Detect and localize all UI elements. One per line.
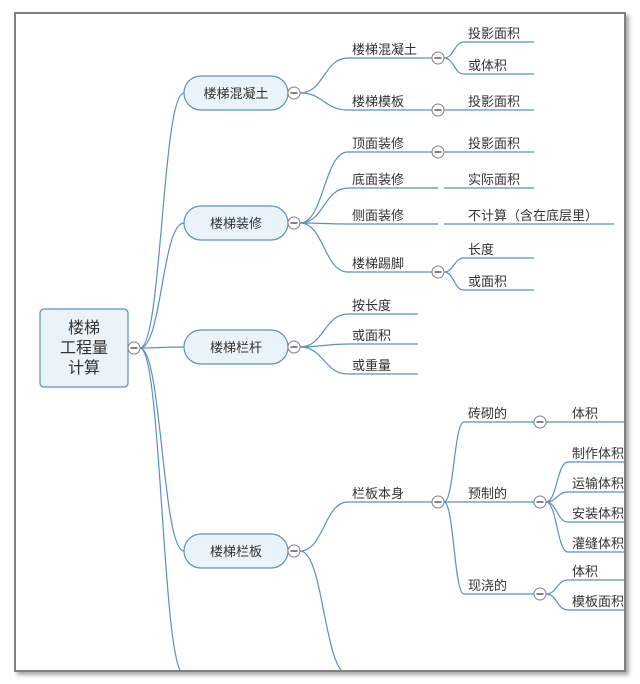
node-n4a2-label: 预制的: [468, 486, 507, 501]
conn-n4a-n4a1: [444, 422, 464, 502]
node-n4a3-label: 现浇的: [468, 578, 507, 593]
toggle-root[interactable]: [128, 342, 140, 354]
node-n2d1-label: 长度: [468, 242, 494, 257]
node-n4a3_2-label: 模板面积: [572, 594, 624, 609]
node-n3-label: 楼梯栏杆: [210, 340, 262, 355]
node-n3b-label: 或面积: [352, 328, 391, 343]
conn-n2d-n2d1: [444, 258, 464, 272]
node-n3a-label: 按长度: [352, 298, 391, 313]
toggle-n2a[interactable]: [432, 146, 444, 158]
node-n2c-label: 侧面装修: [352, 208, 404, 223]
node-n2-label: 楼梯装修: [210, 216, 262, 231]
node-n2a-label: 顶面装修: [352, 136, 404, 151]
toggle-n2d[interactable]: [432, 266, 444, 278]
node-n1a-label: 楼梯混凝土: [352, 42, 417, 57]
toggle-n3[interactable]: [288, 341, 300, 353]
conn-n4a2-n4a2_3: [546, 502, 568, 522]
node-n2b-label: 底面装修: [352, 172, 404, 187]
node-n4a2_3-label: 安装体积: [572, 506, 624, 521]
diagram-canvas: 楼梯混凝土楼梯装修楼梯栏杆楼梯栏板 楼梯混凝土楼梯模板顶面装修底面装修侧面装修楼梯…: [14, 12, 626, 672]
node-n4a2_2-label: 运输体积: [572, 476, 624, 491]
toggle-n1a[interactable]: [432, 52, 444, 64]
node-n2d-label: 楼梯踢脚: [352, 256, 404, 271]
toggle-n4a2[interactable]: [534, 496, 546, 508]
conn-n4a2-n4a2_4: [546, 502, 568, 552]
conn-n2-n2a: [300, 152, 348, 223]
conn-n3-n3c: [300, 347, 348, 374]
node-n1-label: 楼梯混凝土: [203, 86, 268, 101]
toggle-n4[interactable]: [288, 545, 300, 557]
node-n2c1-label: 不计算（含在底层里）: [468, 208, 598, 223]
node-n2a1-label: 投影面积: [468, 136, 520, 151]
node-n4a2_4-label: 灌缝体积: [572, 536, 624, 551]
conn-n1-n1b: [300, 93, 348, 110]
node-n3c-label: 或重量: [352, 358, 391, 373]
conn-n2-n2b: [300, 188, 348, 223]
node-n4a2_1-label: 制作体积: [572, 446, 624, 461]
diagram-frame: 楼梯混凝土楼梯装修楼梯栏杆楼梯栏板 楼梯混凝土楼梯模板顶面装修底面装修侧面装修楼梯…: [0, 0, 640, 684]
node-n4a1_1-label: 体积: [572, 406, 598, 421]
conn-n3-n3a: [300, 314, 348, 347]
node-n4a1-label: 砖砌的: [468, 406, 507, 421]
conn-n1a-n1a2: [444, 58, 464, 74]
toggle-n4a1[interactable]: [534, 416, 546, 428]
conn-root-n4: [140, 348, 184, 551]
mindmap-svg: 楼梯混凝土楼梯装修楼梯栏杆楼梯栏板 楼梯混凝土楼梯模板顶面装修底面装修侧面装修楼梯…: [16, 14, 626, 672]
node-n1a1-label: 投影面积: [468, 26, 520, 41]
conn-n4a2-n4a2_1: [546, 462, 568, 502]
conn-n4-n4a: [300, 502, 348, 551]
toggle-n1b[interactable]: [432, 104, 444, 116]
conn-n1-n1a: [300, 58, 348, 93]
node-n4-label: 楼梯栏板: [210, 544, 262, 559]
node-root-label-1: 楼梯: [68, 319, 100, 337]
node-n4a3_1-label: 体积: [572, 564, 598, 579]
conn-n4a-n4a3: [444, 502, 464, 594]
node-n1b1-label: 投影面积: [468, 94, 520, 109]
conn-root-n1: [140, 93, 184, 348]
toggle-n4a3[interactable]: [534, 588, 546, 600]
node-n2d2-label: 或面积: [468, 274, 507, 289]
node-n4a-label: 栏板本身: [352, 486, 404, 501]
conn-n2d-n2d2: [444, 272, 464, 290]
conn-n4-overflow: [300, 551, 348, 672]
node-n2b1-label: 实际面积: [468, 172, 520, 187]
conn-n2-n2d: [300, 223, 348, 272]
conn-n2-n2c: [300, 223, 348, 224]
conn-n1a-n1a1: [444, 42, 464, 58]
node-n1a2-label: 或体积: [468, 58, 507, 73]
conn-root-n2: [140, 223, 184, 348]
toggle-n2[interactable]: [288, 217, 300, 229]
toggle-n1[interactable]: [288, 87, 300, 99]
conn-n4a3-n4a3_2: [546, 594, 568, 610]
toggle-n4a[interactable]: [432, 496, 444, 508]
node-n1b-label: 楼梯模板: [352, 94, 404, 109]
node-root-label-3: 计算: [68, 358, 100, 377]
node-root-label-2: 工程量: [60, 339, 108, 357]
conn-n4a3-n4a3_1: [546, 580, 568, 594]
conn-root-n3: [140, 347, 184, 348]
conn-root-overflow: [140, 348, 184, 672]
